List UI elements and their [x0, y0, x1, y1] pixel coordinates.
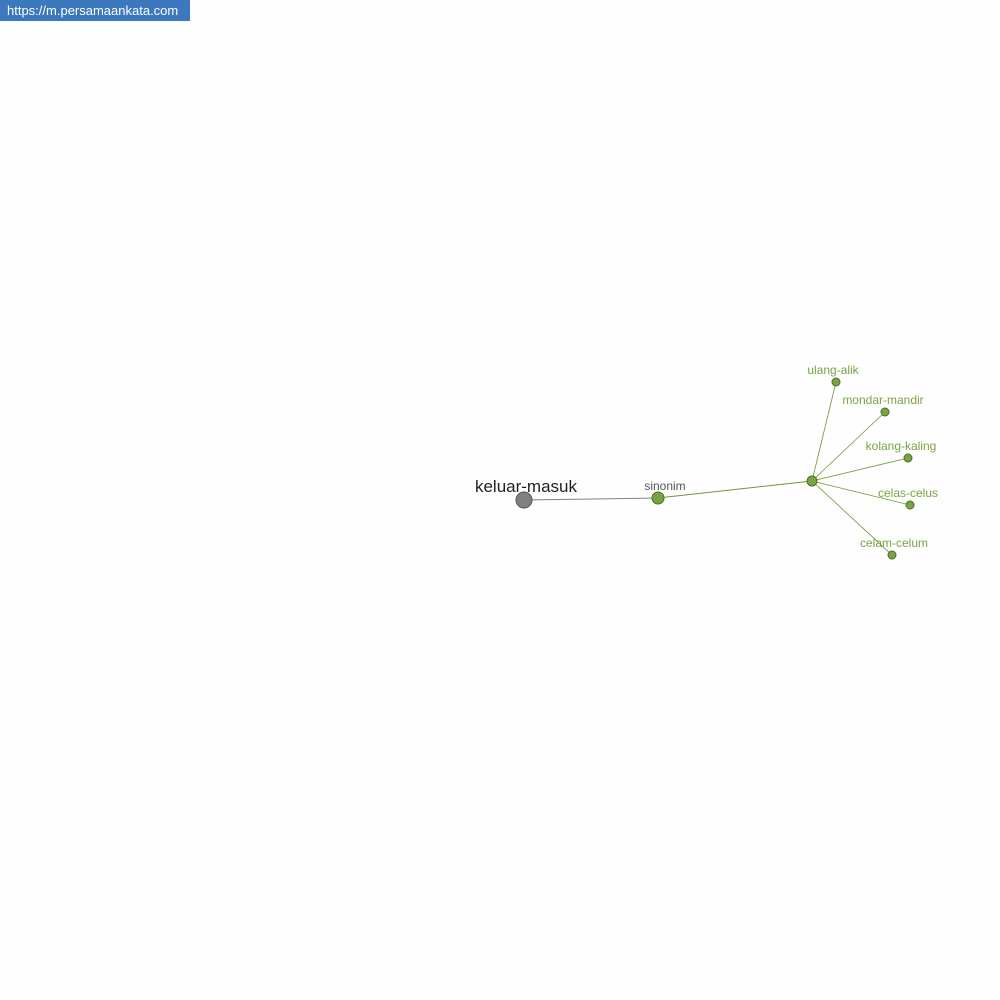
synonym-node[interactable] [903, 453, 913, 463]
synonym-node[interactable] [905, 500, 915, 510]
relation-node[interactable] [651, 491, 665, 505]
synonym-label[interactable]: kolang-kaling [866, 439, 937, 453]
root-node[interactable] [515, 491, 533, 509]
synonym-node[interactable] [880, 407, 890, 417]
synonym-label[interactable]: celam-celum [860, 536, 928, 550]
edge-hub-leaf [811, 381, 837, 482]
site-url-badge[interactable]: https://m.persamaankata.com [0, 0, 190, 21]
edge-hub-leaf [811, 411, 886, 482]
edge-root-relation [523, 497, 659, 501]
edge-hub-leaf [811, 480, 911, 506]
synonym-label[interactable]: mondar-mandir [842, 393, 923, 407]
edge-hub-leaf [811, 480, 893, 556]
synonym-node[interactable] [887, 550, 897, 560]
root-word-label[interactable]: keluar-masuk [475, 477, 578, 496]
synonym-label[interactable]: celas-celus [878, 486, 938, 500]
hub-node[interactable] [806, 475, 818, 487]
synonym-node[interactable] [831, 377, 841, 387]
synonym-label[interactable]: ulang-alik [807, 363, 859, 377]
edge-relation-hub [657, 480, 813, 499]
edge-hub-leaf [811, 457, 909, 482]
relation-label: sinonim [644, 479, 685, 493]
